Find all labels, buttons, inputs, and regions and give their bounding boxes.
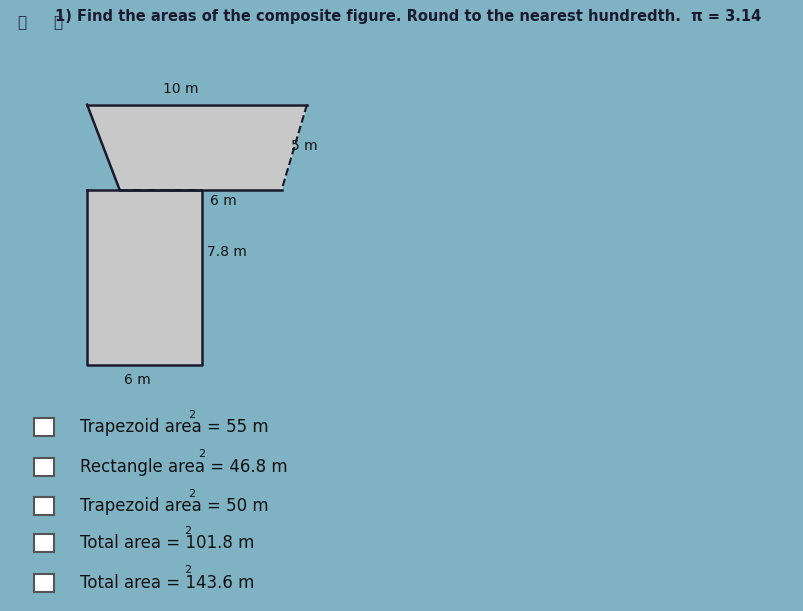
Text: 2: 2 xyxy=(189,410,195,420)
Text: 2: 2 xyxy=(183,525,190,536)
FancyBboxPatch shape xyxy=(34,418,54,436)
Text: 2: 2 xyxy=(183,565,190,576)
Text: 2: 2 xyxy=(189,489,195,499)
Text: 🔖: 🔖 xyxy=(18,15,26,31)
Polygon shape xyxy=(87,104,307,189)
Text: Total area = 101.8 m: Total area = 101.8 m xyxy=(79,534,254,552)
Text: Rectangle area = 46.8 m: Rectangle area = 46.8 m xyxy=(79,458,287,476)
Text: 5 m: 5 m xyxy=(291,139,317,153)
Text: Trapezoid area = 55 m: Trapezoid area = 55 m xyxy=(79,418,268,436)
FancyBboxPatch shape xyxy=(34,534,54,552)
FancyBboxPatch shape xyxy=(34,458,54,476)
Text: 10 m: 10 m xyxy=(163,82,198,97)
Polygon shape xyxy=(87,189,202,365)
Text: Trapezoid area = 50 m: Trapezoid area = 50 m xyxy=(79,497,268,515)
Text: 1) Find the areas of the composite figure. Round to the nearest hundredth.  π = : 1) Find the areas of the composite figur… xyxy=(55,9,760,24)
Text: 6 m: 6 m xyxy=(124,373,151,387)
Text: 📄: 📄 xyxy=(54,15,63,31)
Text: 6 m: 6 m xyxy=(210,194,236,208)
FancyBboxPatch shape xyxy=(34,574,54,592)
Text: 2: 2 xyxy=(198,449,206,459)
Text: 7.8 m: 7.8 m xyxy=(207,245,247,258)
FancyBboxPatch shape xyxy=(34,497,54,516)
Text: Total area = 143.6 m: Total area = 143.6 m xyxy=(79,574,254,591)
